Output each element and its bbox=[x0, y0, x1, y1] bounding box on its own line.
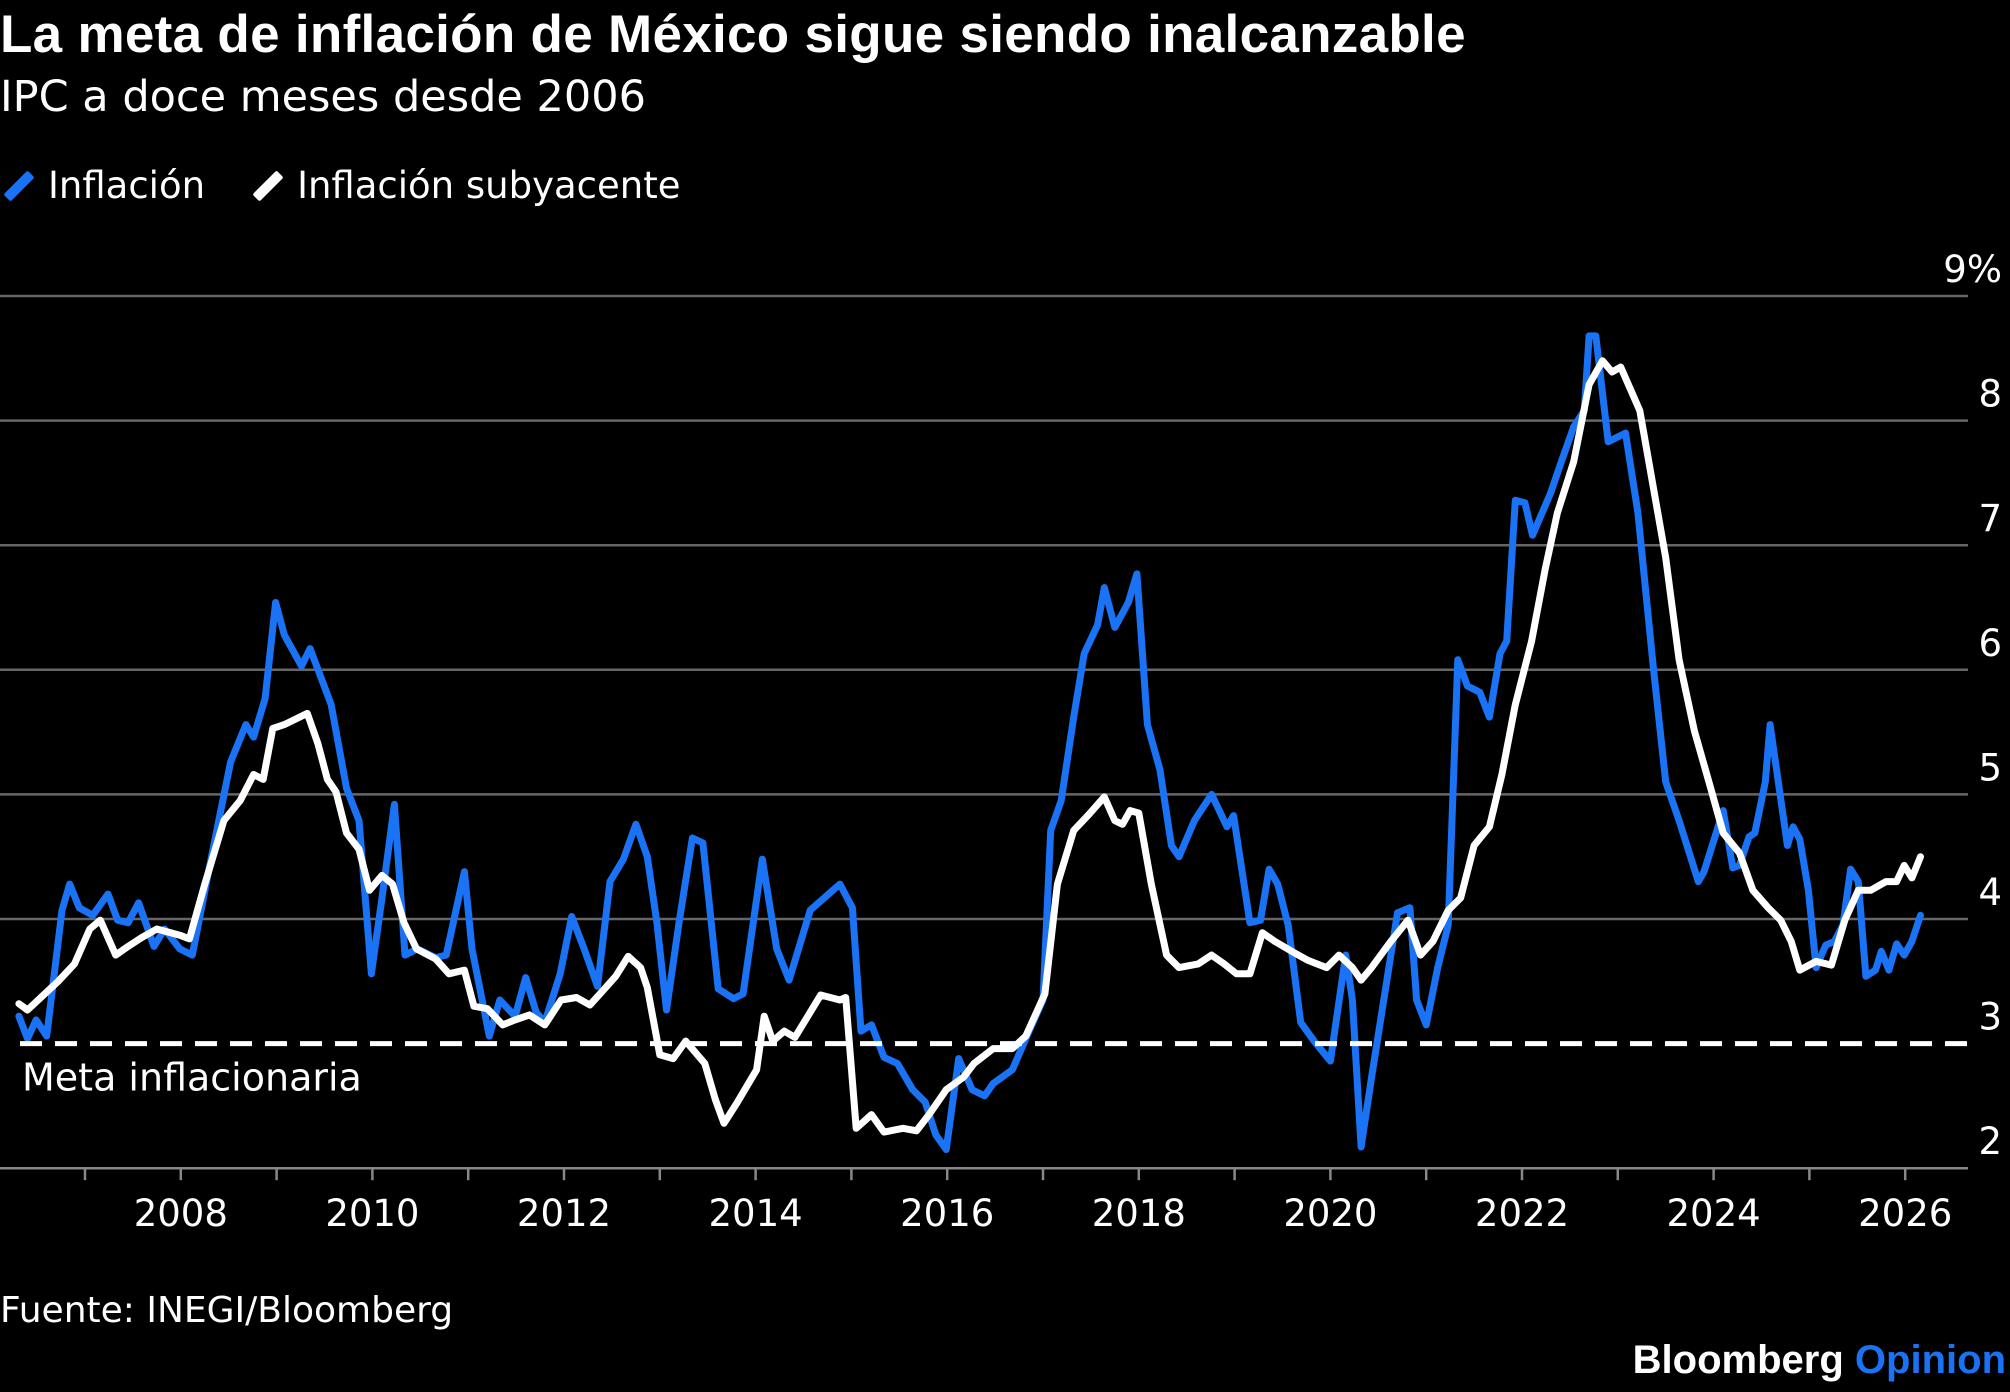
target-reference-label: Meta inflacionaria bbox=[22, 1056, 362, 1100]
legend-item-inflation: Inflación bbox=[0, 164, 205, 207]
legend: Inflación Inflación subyacente bbox=[0, 164, 725, 207]
y-tick-label: 6 bbox=[1978, 622, 2002, 665]
brand-main: Bloomberg bbox=[1632, 1338, 1844, 1382]
x-tick-label: 2012 bbox=[517, 1192, 611, 1235]
legend-item-core: Inflación subyacente bbox=[249, 164, 681, 207]
chart-subtitle: IPC a doce meses desde 2006 bbox=[0, 72, 646, 122]
y-tick-label: 9% bbox=[1943, 248, 2002, 291]
brand-accent: Opinion bbox=[1854, 1338, 2006, 1382]
y-tick-label: 8 bbox=[1978, 373, 2002, 416]
y-tick-label: 4 bbox=[1978, 871, 2002, 914]
x-tick-label: 2026 bbox=[1858, 1192, 1952, 1235]
x-tick-label: 2020 bbox=[1283, 1192, 1377, 1235]
x-tick-label: 2024 bbox=[1667, 1192, 1761, 1235]
legend-label-core: Inflación subyacente bbox=[297, 164, 681, 207]
brand-logo: Bloomberg Opinion bbox=[1633, 1338, 2006, 1383]
x-tick-label: 2016 bbox=[900, 1192, 994, 1235]
y-tick-label: 2 bbox=[1978, 1120, 2002, 1163]
x-tick-label: 2018 bbox=[1092, 1192, 1186, 1235]
source-note: Fuente: INEGI/Bloomberg bbox=[0, 1290, 454, 1331]
legend-label-inflation: Inflación bbox=[48, 164, 206, 207]
x-tick-label: 2022 bbox=[1475, 1192, 1569, 1235]
x-tick-label: 2014 bbox=[709, 1192, 803, 1235]
y-tick-label: 3 bbox=[1978, 996, 2002, 1039]
series-line-core bbox=[15, 357, 1924, 1136]
y-tick-label: 7 bbox=[1978, 497, 2002, 540]
chart-title: La meta de inflación de México sigue sie… bbox=[0, 5, 1466, 64]
y-tick-label: 5 bbox=[1978, 746, 2002, 789]
x-tick-label: 2008 bbox=[134, 1192, 228, 1235]
x-tick-label: 2010 bbox=[325, 1192, 419, 1235]
series-line-inflation bbox=[15, 332, 1924, 1153]
